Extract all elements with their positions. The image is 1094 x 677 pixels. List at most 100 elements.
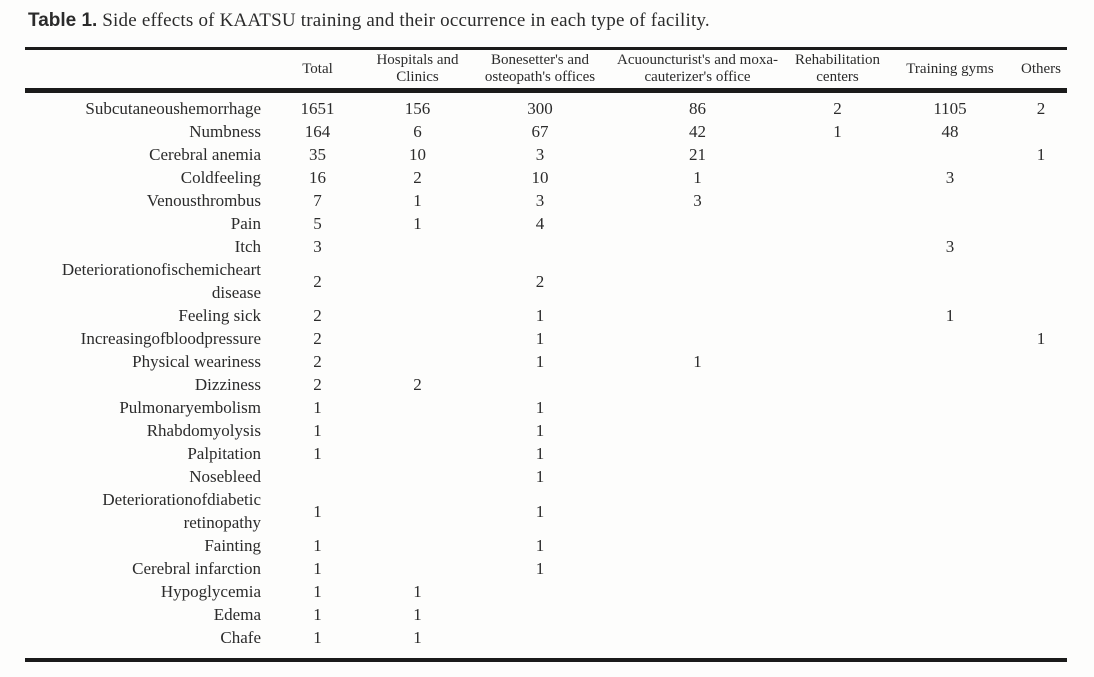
cell-rehabilitation (790, 166, 885, 189)
cell-others (1015, 419, 1067, 442)
cell-hospitals (360, 534, 475, 557)
cell-hospitals: 1 (413, 628, 422, 647)
cell-rehabilitation (790, 189, 885, 212)
cell-acupuncturist (605, 396, 790, 419)
cell-hospitals: 1 (413, 214, 422, 233)
table-row: Cerebral infarction 1 1 (25, 557, 1067, 580)
row-label: Fainting (204, 536, 261, 555)
row-label: Cerebral infarction (132, 559, 261, 578)
column-header-acupuncturist: Acuouncturist's and moxa-cauterizer's of… (605, 48, 790, 93)
cell-hospitals (360, 304, 475, 327)
row-label: Feeling sick (178, 306, 261, 325)
cell-gyms (885, 626, 1015, 660)
row-label: Deteriorationofdiabetic retinopathy (102, 490, 261, 532)
cell-total: 5 (313, 214, 322, 233)
cell-gyms (885, 143, 1015, 166)
cell-total: 1 (313, 444, 322, 463)
cell-total: 1 (313, 501, 322, 521)
row-label: Venousthrombus (146, 191, 261, 210)
cell-hospitals (360, 327, 475, 350)
cell-hospitals: 2 (413, 375, 422, 394)
cell-hospitals (360, 396, 475, 419)
cell-bonesetter (475, 603, 605, 626)
cell-gyms (885, 419, 1015, 442)
cell-rehabilitation (790, 350, 885, 373)
cell-bonesetter: 10 (531, 168, 549, 187)
table-caption-text: Side effects of KAATSU training and thei… (97, 10, 710, 31)
cell-gyms (885, 603, 1015, 626)
cell-bonesetter: 3 (535, 145, 545, 164)
cell-hospitals: 2 (413, 168, 422, 187)
cell-gyms (885, 327, 1015, 350)
cell-bonesetter: 1 (535, 444, 545, 463)
cell-bonesetter (475, 626, 605, 660)
cell-acupuncturist (605, 212, 790, 235)
cell-acupuncturist (605, 419, 790, 442)
cell-rehabilitation (790, 212, 885, 235)
cell-gyms (885, 465, 1015, 488)
cell-others (1015, 396, 1067, 419)
cell-acupuncturist (605, 465, 790, 488)
table-caption-label: Table 1. (28, 10, 98, 31)
cell-bonesetter: 1 (535, 536, 545, 555)
cell-rehabilitation (790, 143, 885, 166)
cell-others (1015, 465, 1067, 488)
cell-hospitals: 1 (413, 605, 422, 624)
table-body: Subcutaneoushemorrhage 1651 156 300 86 2 1105 2… (25, 91, 1067, 661)
cell-rehabilitation (790, 304, 885, 327)
cell-bonesetter: 1 (535, 352, 545, 371)
cell-rehabilitation (790, 580, 885, 603)
cell-rehabilitation (790, 465, 885, 488)
cell-rehabilitation (790, 442, 885, 465)
cell-bonesetter: 1 (535, 501, 545, 521)
table-row: Edema 1 1 (25, 603, 1067, 626)
table-row: Physical weariness 2 1 1 (25, 350, 1067, 373)
row-label: Edema (213, 605, 261, 624)
table-row: Deteriorationofischemicheart disease 2 2 (25, 258, 1067, 304)
column-header-total: Total (275, 48, 360, 93)
cell-hospitals: 156 (404, 99, 431, 118)
cell-bonesetter: 2 (535, 271, 545, 291)
header-row: Total Hospitals and Clinics Bonesetter's… (25, 48, 1067, 93)
column-header-bonesetter: Bonesetter's and osteopath's offices (475, 48, 605, 93)
cell-acupuncturist (605, 534, 790, 557)
cell-acupuncturist (605, 327, 790, 350)
table-row: Pain 5 1 4 (25, 212, 1067, 235)
cell-others (1015, 120, 1067, 143)
cell-acupuncturist: 21 (689, 145, 706, 164)
row-label: Itch (234, 237, 261, 256)
cell-acupuncturist (605, 304, 790, 327)
cell-hospitals: 1 (413, 582, 422, 601)
cell-total: 1 (313, 605, 322, 624)
table-row: Cerebral anemia 35 10 3 21 1 (25, 143, 1067, 166)
cell-acupuncturist (605, 235, 790, 258)
cell-total: 3 (313, 237, 322, 256)
row-label: Physical weariness (132, 352, 261, 371)
cell-hospitals (360, 350, 475, 373)
cell-others (1015, 235, 1067, 258)
cell-total: 35 (309, 145, 326, 164)
cell-gyms (885, 373, 1015, 396)
cell-total: 7 (313, 191, 322, 210)
cell-acupuncturist: 42 (689, 122, 706, 141)
cell-total: 1 (313, 536, 322, 555)
cell-rehabilitation (790, 235, 885, 258)
cell-hospitals (360, 258, 475, 304)
cell-acupuncturist (605, 488, 790, 534)
cell-bonesetter: 3 (535, 191, 545, 210)
cell-acupuncturist (605, 626, 790, 660)
cell-bonesetter: 1 (535, 467, 545, 486)
cell-acupuncturist: 3 (693, 191, 702, 210)
cell-others (1015, 488, 1067, 534)
cell-gyms (885, 189, 1015, 212)
cell-rehabilitation: 1 (833, 122, 842, 141)
table-row: Venousthrombus 7 1 3 3 (25, 189, 1067, 212)
cell-rehabilitation (790, 626, 885, 660)
cell-gyms: 1105 (933, 99, 967, 118)
cell-rehabilitation (790, 488, 885, 534)
cell-bonesetter: 4 (535, 214, 545, 233)
cell-rehabilitation (790, 557, 885, 580)
column-header-gyms: Training gyms (885, 48, 1015, 93)
row-label: Palpitation (187, 444, 261, 463)
